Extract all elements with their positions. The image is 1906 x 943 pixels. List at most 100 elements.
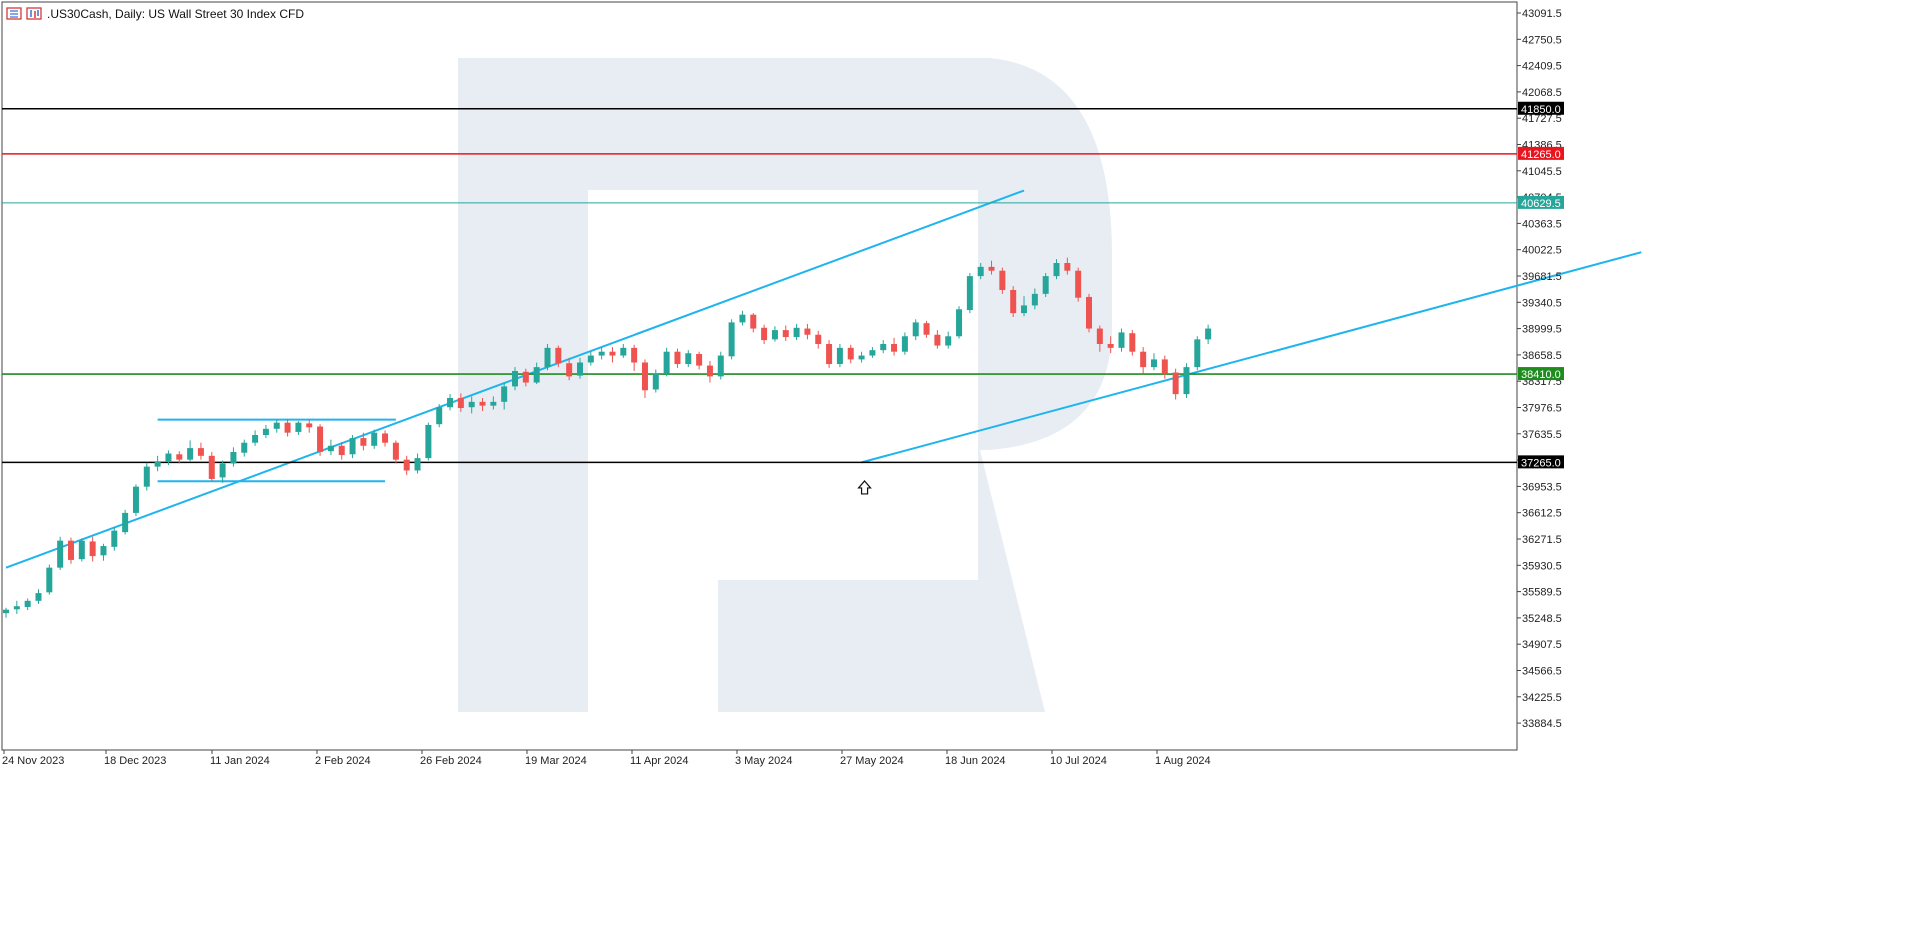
- y-tick-label: 41045.5: [1522, 166, 1562, 178]
- candle: [187, 440, 194, 462]
- candle: [576, 357, 583, 379]
- candle-body: [436, 407, 443, 425]
- candle: [1010, 286, 1017, 317]
- y-tick-label: 42750.5: [1522, 34, 1562, 46]
- candle-body: [89, 541, 96, 557]
- candle-body: [100, 546, 107, 556]
- candle: [78, 538, 85, 562]
- candle: [923, 320, 930, 338]
- y-tick-label: 33884.5: [1522, 718, 1562, 730]
- chart-type-icon[interactable]: [26, 7, 42, 20]
- y-tick-label: 42409.5: [1522, 61, 1562, 73]
- candle-body: [815, 334, 822, 344]
- candle: [371, 429, 378, 449]
- candle-body: [208, 455, 215, 479]
- candle-body: [46, 567, 53, 593]
- candle: [966, 273, 973, 314]
- x-tick-label: 26 Feb 2024: [420, 755, 482, 767]
- candle-body: [1075, 270, 1082, 298]
- candle-body: [382, 433, 389, 443]
- candle: [566, 357, 573, 381]
- candle-body: [122, 512, 129, 533]
- candle: [111, 527, 118, 551]
- level-label-0: 41850.0: [1518, 101, 1564, 116]
- x-tick-label: 10 Jul 2024: [1050, 755, 1107, 767]
- y-tick-label: 37976.5: [1522, 403, 1562, 415]
- candle-body: [923, 323, 930, 335]
- candle: [674, 348, 681, 368]
- candle: [782, 325, 789, 341]
- candle-body: [447, 397, 454, 408]
- candle: [349, 434, 356, 459]
- candle-body: [696, 354, 703, 366]
- level-labels: 41850.0 41265.0 40629.5 38410.0 37265.0: [1518, 101, 1564, 469]
- candle: [414, 453, 421, 474]
- x-tick-label: 2 Feb 2024: [315, 755, 371, 767]
- candle: [143, 462, 150, 491]
- candle: [1183, 363, 1190, 398]
- candle-body: [912, 322, 919, 337]
- candle-body: [522, 371, 529, 383]
- x-tick-label: 1 Aug 2024: [1155, 755, 1211, 767]
- candle: [826, 340, 833, 368]
- candle-body: [880, 343, 887, 351]
- candle: [176, 451, 183, 464]
- candle-body: [945, 336, 952, 346]
- candle: [696, 351, 703, 370]
- candle: [804, 323, 811, 340]
- candle-body: [1118, 332, 1125, 348]
- candle-body: [284, 422, 291, 433]
- candle: [988, 260, 995, 275]
- candle-body: [132, 486, 139, 513]
- candle: [815, 330, 822, 349]
- candle-body: [761, 327, 768, 341]
- candle-body: [641, 362, 648, 391]
- candle-body: [1183, 367, 1190, 395]
- candle-body: [598, 351, 605, 356]
- candle: [685, 350, 692, 368]
- candle: [284, 418, 291, 437]
- y-tick-label: 43091.5: [1522, 8, 1562, 20]
- candle: [739, 310, 746, 326]
- candle: [89, 536, 96, 562]
- candle-body: [566, 363, 573, 377]
- candle-body: [1140, 351, 1147, 368]
- candle: [327, 439, 334, 456]
- x-tick-label: 18 Jun 2024: [945, 755, 1006, 767]
- candle-body: [3, 609, 9, 614]
- candle: [241, 439, 248, 457]
- level-label-3: 38410.0: [1518, 367, 1564, 381]
- chart-header: .US30Cash, Daily: US Wall Street 30 Inde…: [6, 7, 304, 21]
- candle: [836, 343, 843, 368]
- candle: [652, 369, 659, 393]
- y-tick-label: 35930.5: [1522, 560, 1562, 572]
- candle-body: [728, 322, 735, 357]
- candle: [1053, 259, 1060, 280]
- x-tick-label: 27 May 2024: [840, 755, 904, 767]
- candle-body: [187, 448, 194, 460]
- candle: [306, 419, 313, 433]
- candle-body: [154, 461, 161, 467]
- candle: [1075, 267, 1082, 302]
- candle-body: [1107, 343, 1114, 348]
- candle-body: [544, 347, 551, 368]
- level-label-text: 40629.5: [1521, 198, 1561, 210]
- candle: [869, 347, 876, 358]
- candle-body: [414, 458, 421, 471]
- candle: [403, 455, 410, 476]
- candle: [912, 319, 919, 341]
- candle: [360, 432, 367, 451]
- watermark-shape: [458, 58, 1112, 712]
- candle: [880, 340, 887, 354]
- candle-body: [847, 347, 854, 360]
- plot-frame: [1, 1, 1518, 751]
- menu-icon[interactable]: [6, 7, 22, 20]
- candle-body: [858, 355, 865, 360]
- candle: [555, 345, 562, 368]
- candle-body: [1161, 359, 1168, 374]
- candle-body: [555, 347, 562, 364]
- candle: [1172, 368, 1179, 400]
- markers: [857, 480, 872, 495]
